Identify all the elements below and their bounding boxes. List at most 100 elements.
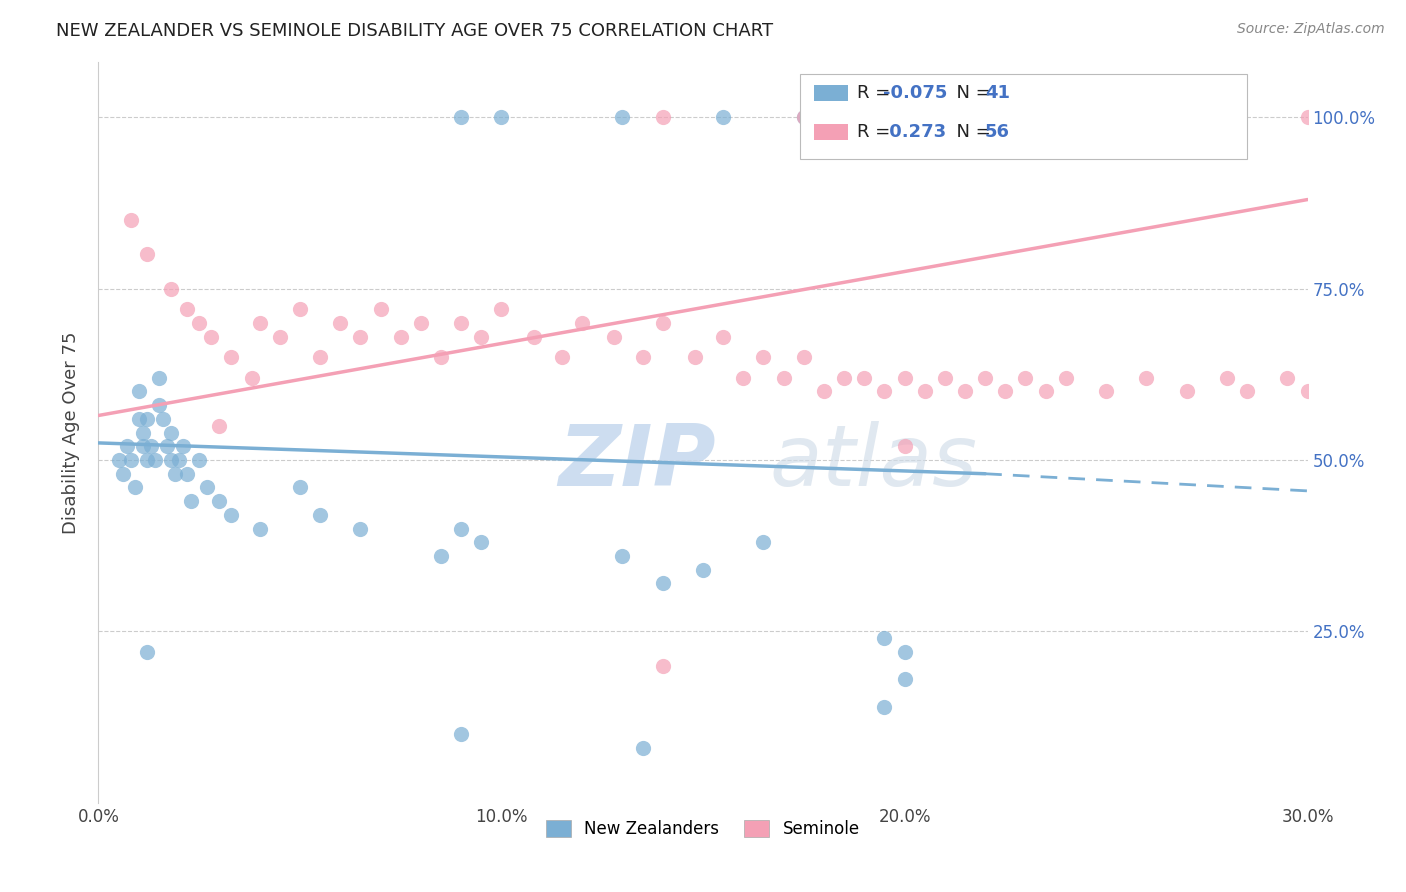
Legend: New Zealanders, Seminole: New Zealanders, Seminole: [537, 812, 869, 847]
Point: [491, 110, 513, 124]
Point: [195, 480, 218, 494]
Point: [873, 110, 896, 124]
Point: [873, 384, 896, 399]
Point: [135, 412, 157, 426]
Point: [793, 110, 815, 124]
Point: [893, 645, 915, 659]
Point: [1135, 371, 1157, 385]
Point: [1095, 384, 1118, 399]
Point: [124, 480, 146, 494]
Point: [188, 453, 211, 467]
Point: [813, 384, 835, 399]
Point: [612, 549, 634, 563]
Point: [200, 329, 222, 343]
Point: [612, 110, 634, 124]
Point: [160, 425, 183, 440]
Point: [160, 453, 183, 467]
Point: [163, 467, 186, 481]
Point: [692, 563, 714, 577]
Bar: [814, 124, 848, 140]
Text: 41: 41: [984, 84, 1010, 102]
Point: [934, 371, 956, 385]
Point: [128, 412, 150, 426]
Text: 56: 56: [984, 123, 1010, 141]
Point: [752, 535, 775, 549]
Point: [430, 350, 453, 364]
Point: [470, 329, 492, 343]
Point: [651, 316, 673, 330]
Point: [450, 727, 472, 741]
Point: [873, 699, 896, 714]
Point: [176, 467, 198, 481]
Point: [309, 350, 332, 364]
Point: [752, 350, 775, 364]
Point: [288, 480, 311, 494]
Point: [309, 508, 332, 522]
Point: [249, 522, 271, 536]
Point: [143, 453, 166, 467]
Point: [156, 439, 179, 453]
Point: [111, 467, 134, 481]
Point: [551, 350, 574, 364]
Point: [603, 329, 626, 343]
Text: N =: N =: [945, 84, 997, 102]
Point: [772, 371, 794, 385]
Point: [953, 384, 976, 399]
Point: [135, 453, 157, 467]
Point: [120, 213, 142, 227]
Point: [832, 371, 855, 385]
Point: [1277, 371, 1299, 385]
Point: [188, 316, 211, 330]
Point: [571, 316, 593, 330]
Point: [349, 522, 371, 536]
Point: [180, 494, 202, 508]
Point: [249, 316, 271, 330]
Text: ZIP: ZIP: [558, 421, 716, 504]
Point: [409, 316, 432, 330]
Point: [651, 110, 673, 124]
Point: [288, 302, 311, 317]
Point: [793, 110, 815, 124]
Point: [711, 110, 734, 124]
FancyBboxPatch shape: [800, 73, 1247, 159]
Point: [221, 508, 243, 522]
Point: [631, 741, 654, 756]
Point: [107, 453, 129, 467]
Point: [370, 302, 392, 317]
Point: [873, 632, 896, 646]
Point: [1054, 371, 1077, 385]
Point: [1014, 371, 1036, 385]
Text: -0.075: -0.075: [883, 84, 948, 102]
Point: [1175, 384, 1198, 399]
Text: atlas: atlas: [769, 421, 977, 504]
Point: [139, 439, 162, 453]
Point: [450, 522, 472, 536]
Text: 0.273: 0.273: [883, 123, 946, 141]
Point: [651, 658, 673, 673]
Point: [132, 425, 155, 440]
Point: [172, 439, 194, 453]
Point: [135, 247, 157, 261]
Point: [120, 453, 142, 467]
Point: [893, 439, 915, 453]
Bar: [814, 85, 848, 101]
Text: R =: R =: [856, 84, 896, 102]
Point: [152, 412, 174, 426]
Text: NEW ZEALANDER VS SEMINOLE DISABILITY AGE OVER 75 CORRELATION CHART: NEW ZEALANDER VS SEMINOLE DISABILITY AGE…: [56, 22, 773, 40]
Point: [974, 371, 997, 385]
Point: [914, 384, 936, 399]
Point: [651, 576, 673, 591]
Text: R =: R =: [856, 123, 896, 141]
Point: [132, 439, 155, 453]
Point: [208, 418, 231, 433]
Point: [523, 329, 546, 343]
Point: [167, 453, 190, 467]
Point: [349, 329, 371, 343]
Point: [450, 316, 472, 330]
Point: [893, 371, 915, 385]
Point: [329, 316, 352, 330]
Point: [221, 350, 243, 364]
Point: [148, 371, 170, 385]
Point: [160, 282, 183, 296]
Point: [135, 645, 157, 659]
